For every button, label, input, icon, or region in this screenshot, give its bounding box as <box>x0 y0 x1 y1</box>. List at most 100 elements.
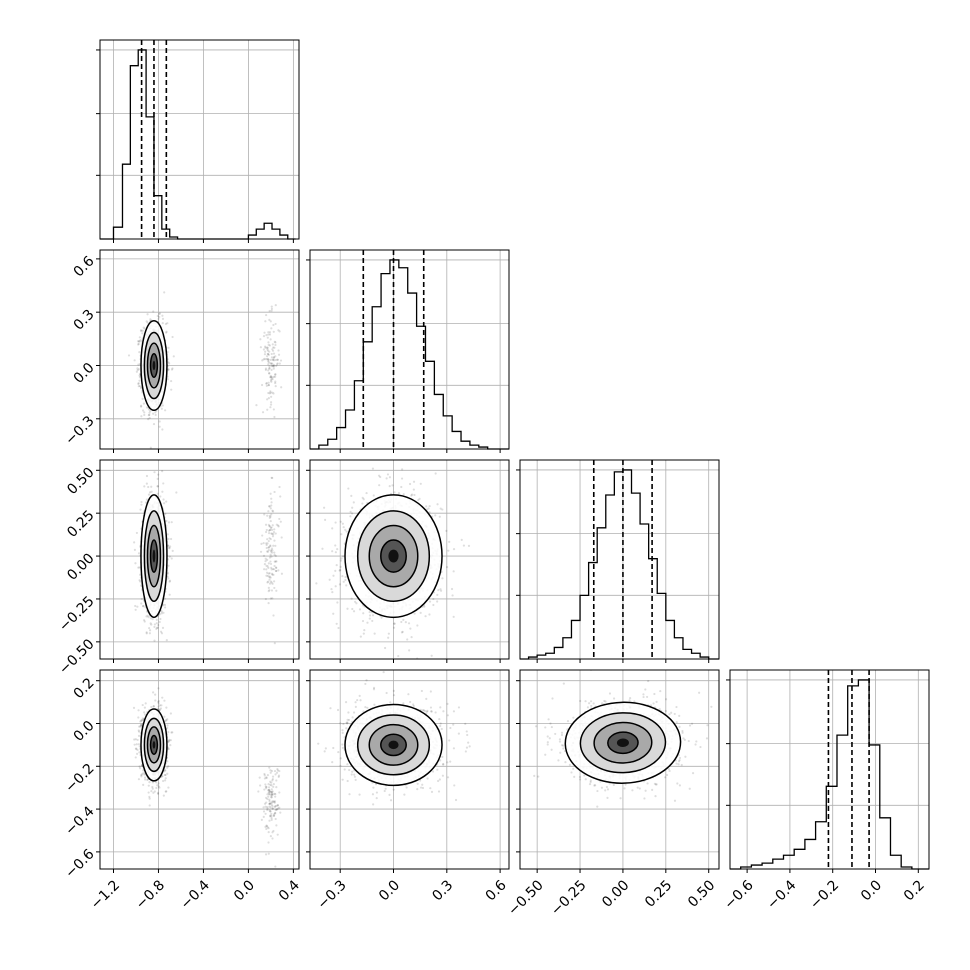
scatter-point <box>272 358 275 361</box>
scatter-point <box>266 542 269 545</box>
scatter-point <box>269 549 273 552</box>
scatter-point <box>269 519 272 523</box>
scatter-point <box>158 312 161 316</box>
scatter-point <box>439 507 442 510</box>
scatter-point <box>334 521 337 524</box>
scatter-point <box>359 635 362 638</box>
scatter-point <box>266 581 269 584</box>
scatter-point <box>167 564 170 567</box>
scatter-point <box>266 398 269 401</box>
scatter-point <box>264 560 267 563</box>
scatter-point <box>268 365 271 368</box>
scatter-point <box>147 485 150 489</box>
scatter-point <box>139 404 143 407</box>
scatter-point <box>271 343 274 346</box>
scatter-point <box>266 538 269 541</box>
scatter-point <box>334 551 337 554</box>
scatter-point <box>141 329 144 332</box>
scatter-point <box>266 360 270 363</box>
scatter-point <box>270 368 273 371</box>
scatter-point <box>267 580 270 583</box>
scatter-point <box>157 708 160 711</box>
scatter-point <box>264 350 267 353</box>
scatter-point <box>136 340 140 343</box>
scatter-point <box>275 566 278 570</box>
scatter-point <box>146 778 149 782</box>
scatter-point <box>277 525 280 528</box>
scatter-point <box>439 588 442 591</box>
scatter-point <box>147 493 151 496</box>
scatter-point <box>274 544 277 547</box>
scatter-point <box>400 477 404 480</box>
marginal-panel-2 <box>516 459 720 663</box>
scatter-point <box>430 654 433 657</box>
scatter-point <box>143 327 146 330</box>
scatter-point <box>438 515 441 518</box>
scatter-point <box>428 613 431 616</box>
scatter-point <box>266 550 270 553</box>
scatter-point <box>352 501 355 504</box>
scatter-point <box>160 610 163 613</box>
scatter-point <box>267 590 270 593</box>
scatter-point <box>138 374 141 377</box>
scatter-point <box>341 575 344 578</box>
scatter-point <box>412 480 416 483</box>
scatter-point <box>168 593 171 596</box>
scatter-point <box>267 546 270 549</box>
scatter-point <box>392 626 396 629</box>
scatter-point <box>267 546 270 549</box>
scatter-point <box>269 528 272 531</box>
scatter-point <box>271 476 274 480</box>
scatter-point <box>167 544 170 548</box>
scatter-point <box>138 579 141 582</box>
scatter-point <box>272 365 276 368</box>
scatter-point <box>138 350 141 354</box>
y-tick-label: 0.25 <box>64 508 97 541</box>
scatter-point <box>336 601 339 604</box>
scatter-point <box>168 580 171 583</box>
scatter-point <box>140 415 143 418</box>
scatter-point <box>158 420 161 423</box>
scatter-point <box>436 503 439 506</box>
scatter-point <box>361 502 364 505</box>
scatter-point <box>269 390 272 393</box>
scatter-point <box>347 487 350 490</box>
scatter-point <box>278 330 281 333</box>
scatter-point <box>261 411 265 414</box>
scatter-point <box>267 358 270 361</box>
scatter-point <box>410 494 413 497</box>
scatter-point <box>270 309 273 312</box>
scatter-point <box>152 691 155 694</box>
scatter-point <box>331 550 334 553</box>
y-tick-label: 0.0 <box>71 360 98 387</box>
scatter-point <box>467 544 471 548</box>
scatter-point <box>339 559 343 562</box>
scatter-point <box>150 790 153 793</box>
scatter-point <box>143 413 146 417</box>
scatter-point <box>408 482 412 486</box>
scatter-point <box>270 566 273 569</box>
scatter-point <box>147 791 150 794</box>
scatter-point <box>436 593 439 596</box>
scatter-point <box>400 620 403 624</box>
scatter-point <box>272 356 276 359</box>
scatter-point <box>268 525 271 528</box>
scatter-point <box>167 521 171 524</box>
scatter-point <box>345 530 348 533</box>
scatter-point <box>268 524 271 528</box>
scatter-point <box>362 632 365 635</box>
scatter-point <box>277 349 280 352</box>
scatter-point <box>436 600 439 603</box>
scatter-point <box>315 582 318 585</box>
scatter-point <box>265 382 268 385</box>
scatter-point <box>273 564 276 568</box>
scatter-point <box>266 352 269 356</box>
scatter-point <box>138 566 141 569</box>
scatter-point <box>270 362 273 365</box>
scatter-point <box>168 546 171 549</box>
scatter-point <box>358 608 362 611</box>
scatter-point <box>272 356 276 359</box>
scatter-point <box>165 331 168 334</box>
scatter-point <box>165 330 168 333</box>
scatter-point <box>328 578 331 581</box>
